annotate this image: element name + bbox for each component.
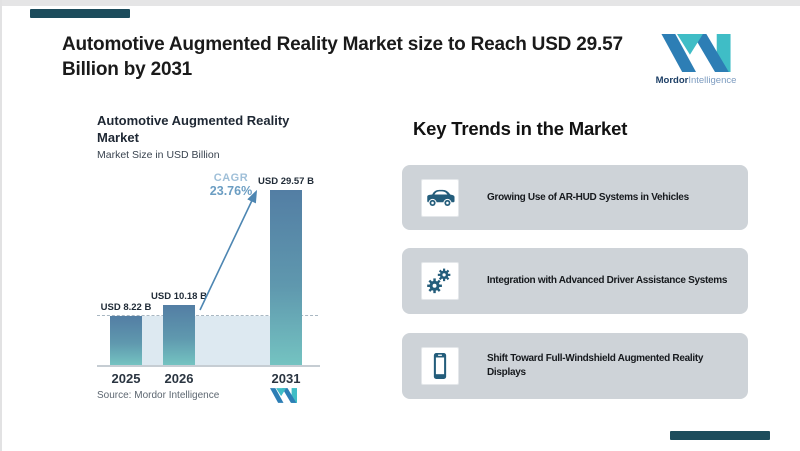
trend-card-windshield-display: Shift Toward Full-Windshield Augmented R…	[402, 333, 748, 399]
gears-icon	[427, 268, 451, 294]
page-title: Automotive Augmented Reality Market size…	[62, 32, 647, 82]
x-axis-line	[97, 365, 320, 367]
smartphone-icon	[433, 353, 447, 379]
trend-label: Growing Use of AR-HUD Systems in Vehicle…	[487, 191, 689, 203]
bar-2026	[163, 305, 195, 365]
x-tick-2031: 2031	[271, 371, 301, 386]
x-tick-2025: 2025	[111, 371, 141, 386]
page-title-line1: Automotive Augmented Reality Market size…	[62, 34, 623, 55]
chart-subtitle: Market Size in USD Billion	[97, 149, 220, 161]
trend-card-ar-hud: Growing Use of AR-HUD Systems in Vehicle…	[402, 165, 748, 230]
accent-bar-bottom-right	[670, 431, 770, 440]
cagr-label: CAGR	[213, 172, 249, 184]
chart-title-line2: Market	[97, 130, 139, 145]
mordor-intelligence-mini-m-icon	[270, 388, 297, 403]
bar-2025	[110, 316, 142, 365]
cagr-value: 23.76%	[209, 184, 253, 198]
brand-name-bold: Mordor	[655, 75, 689, 86]
chart-title: Automotive Augmented Reality Market	[97, 112, 289, 146]
bar-2031	[270, 190, 302, 365]
x-tick-2026: 2026	[164, 371, 194, 386]
bar-value-label-2026: USD 10.18 B	[151, 291, 207, 302]
growth-arrow-icon	[199, 189, 258, 311]
chart-title-line1: Automotive Augmented Reality	[97, 113, 290, 128]
brand-logo: MordorIntelligence	[650, 34, 742, 86]
trend-card-adas: Integration with Advanced Driver Assista…	[402, 248, 748, 314]
mordor-intelligence-m-icon	[661, 34, 731, 72]
icon-tile	[421, 178, 459, 217]
accent-bar-top-left	[30, 9, 130, 18]
page-left-edge	[0, 0, 2, 451]
brand-name-light: Intelligence	[688, 75, 737, 86]
car-icon	[427, 189, 455, 206]
icon-tile	[421, 347, 459, 385]
page-top-edge	[0, 0, 800, 6]
source-attribution: Source: Mordor Intelligence	[97, 390, 220, 401]
trend-label: Shift Toward Full-Windshield Augmented R…	[487, 353, 704, 378]
page-title-line2: Billion by 2031	[62, 59, 193, 80]
icon-tile	[421, 262, 459, 300]
reference-dashed-line	[97, 315, 318, 316]
bar-value-label-2031: USD 29.57 B	[258, 176, 314, 187]
trend-label: Integration with Advanced Driver Assista…	[487, 275, 728, 286]
cagr-annotation: CAGR 23.76%	[193, 172, 269, 198]
brand-wordmark: MordorIntelligence	[650, 75, 742, 86]
bar-value-label-2025: USD 8.22 B	[100, 302, 152, 313]
trends-heading: Key Trends in the Market	[413, 118, 628, 139]
